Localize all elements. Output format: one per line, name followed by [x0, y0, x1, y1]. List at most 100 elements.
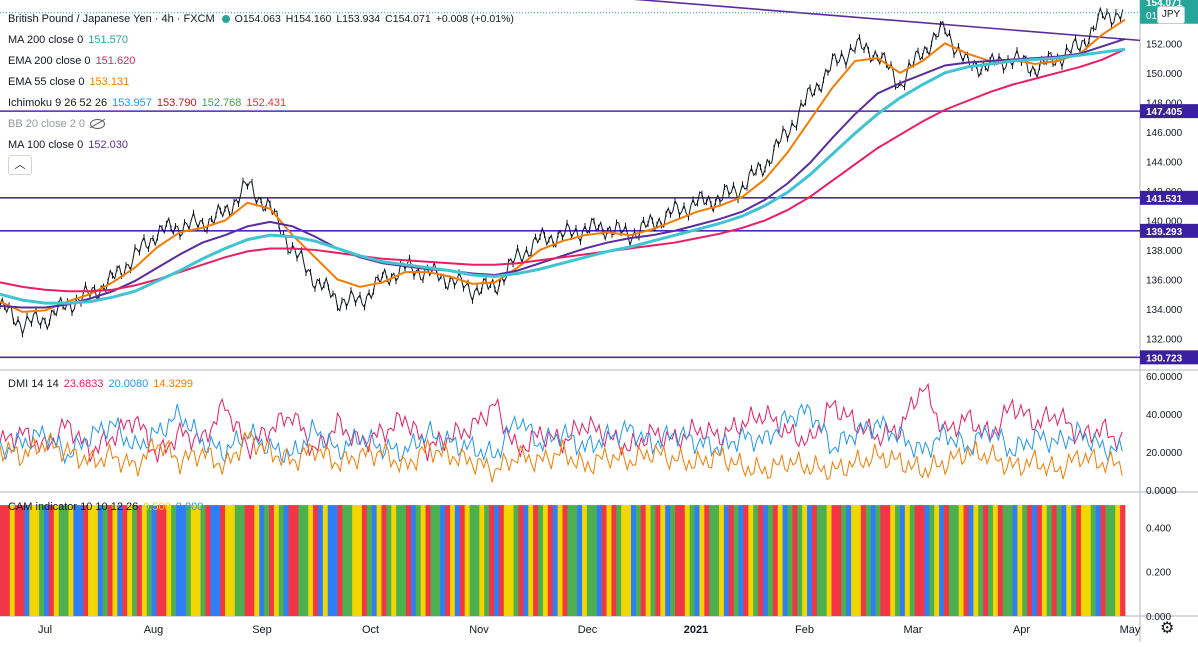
cam-bar [92, 505, 99, 616]
time-tick-label: Oct [362, 624, 379, 636]
cam-bar [577, 505, 583, 616]
cam-bar [234, 505, 241, 616]
cam-bar [396, 505, 402, 616]
cam-bar [660, 505, 666, 616]
level-label: 130.723 [1146, 353, 1183, 364]
cam-bar [127, 505, 133, 616]
cam-bar [357, 505, 363, 616]
indicator-value: 153.790 [156, 97, 197, 109]
dmi-value: 20.0080 [108, 378, 149, 390]
cam-bar [699, 505, 705, 616]
cam-bar [528, 505, 534, 616]
cam-bar [900, 505, 906, 616]
cam-bar [176, 505, 182, 616]
cam-bar [586, 505, 593, 616]
indicator-ema200[interactable]: EMA 200 close 0 151.620 [8, 51, 519, 72]
cam-bar [381, 505, 387, 616]
cam-bar [317, 505, 324, 616]
cam-bar [405, 505, 412, 616]
cam-bar [591, 505, 598, 616]
cam-bar [78, 505, 84, 616]
price-tick-label: 134.000 [1146, 305, 1183, 316]
cam-label: CAM indicator 10 10 12 26 [8, 501, 139, 513]
indicator-ema55[interactable]: EMA 55 close 0 153.131 [8, 72, 519, 93]
cam-bar [601, 505, 607, 616]
collapse-legend-button[interactable]: ︿ [8, 155, 32, 175]
cam-bar [616, 505, 622, 616]
moving-average-line [0, 47, 1126, 305]
hidden-eye-icon[interactable] [90, 119, 106, 130]
cam-bar [1110, 505, 1116, 616]
cam-bar [0, 505, 6, 616]
cam-bar [846, 505, 852, 616]
cam-bar [68, 505, 74, 616]
cam-bar [88, 505, 94, 616]
dmi-legend[interactable]: DMI 14 14 23.6833 20.0080 14.3299 [8, 378, 198, 390]
cam-bar [1027, 505, 1033, 616]
currency-badge[interactable]: JPY [1157, 6, 1185, 24]
cam-bar [988, 505, 994, 616]
cam-bar [278, 505, 285, 616]
cam-bar [352, 505, 358, 616]
cam-bar [704, 505, 710, 616]
cam-bar [361, 505, 368, 616]
cam-bar [684, 505, 691, 616]
cam-bar [860, 505, 867, 616]
cam-bar [890, 505, 896, 616]
cam-tick-label: 0.200 [1146, 568, 1171, 579]
cam-bar [836, 505, 842, 616]
time-tick-label: Sep [252, 624, 272, 636]
cam-bar [802, 505, 808, 616]
cam-bar [479, 505, 485, 616]
time-tick-label: Nov [469, 624, 489, 636]
cam-legend[interactable]: CAM indicator 10 10 12 26 0.500 0.000 [8, 501, 208, 513]
time-tick-label: May [1120, 624, 1141, 636]
cam-bar [948, 505, 955, 616]
symbol-title[interactable]: British Pound / Japanese Yen · 4h · FXCM [8, 13, 215, 25]
cam-bar [122, 505, 128, 616]
cam-bar [508, 505, 514, 616]
cam-bar [322, 505, 329, 616]
cam-bar [141, 505, 148, 616]
price-tick-label: 148.000 [1146, 98, 1183, 109]
level-label: 141.531 [1146, 194, 1183, 205]
cam-bar [366, 505, 373, 616]
cam-bar [738, 505, 744, 616]
cam-bar [533, 505, 539, 616]
cam-bar [1061, 505, 1067, 616]
cam-bar [1022, 505, 1028, 616]
cam-bar [821, 505, 828, 616]
indicator-label: MA 100 close 0 [8, 139, 84, 151]
cam-bar [425, 505, 431, 616]
cam-bar [753, 505, 759, 616]
cam-bar [743, 505, 749, 616]
cam-bar [919, 505, 925, 616]
cam-bar [190, 505, 197, 616]
time-tick-label: 2021 [684, 624, 708, 636]
cam-bar [136, 505, 143, 616]
indicator-value: 153.131 [89, 76, 130, 88]
cam-bar [621, 505, 627, 616]
indicator-ichimoku[interactable]: Ichimoku 9 26 52 26 153.957 153.790 152.768… [8, 93, 519, 114]
cam-bar [112, 505, 118, 616]
cam-bar [445, 505, 451, 616]
time-tick-label: Aug [144, 624, 164, 636]
cam-bar [934, 505, 940, 616]
level-label: 147.405 [1146, 107, 1183, 118]
cam-bar [1051, 505, 1057, 616]
cam-bar [371, 505, 378, 616]
indicator-ma200[interactable]: MA 200 close 0 151.570 [8, 30, 519, 51]
indicator-value: 152.030 [88, 139, 128, 151]
cam-bar [83, 505, 89, 616]
cam-bar [48, 505, 55, 616]
gear-icon[interactable]: ⚙ [1160, 620, 1175, 637]
indicator-bb[interactable]: BB 20 close 2 0 [8, 114, 519, 135]
cam-bar [1017, 505, 1023, 616]
cam-bar [288, 505, 294, 616]
indicator-ma100[interactable]: MA 100 close 0 152.030 [8, 135, 519, 156]
cam-bar [293, 505, 299, 616]
cam-bar [939, 505, 945, 616]
cam-bar [195, 505, 201, 616]
cam-bar [117, 505, 123, 616]
dmi-value: 23.6833 [63, 378, 104, 390]
